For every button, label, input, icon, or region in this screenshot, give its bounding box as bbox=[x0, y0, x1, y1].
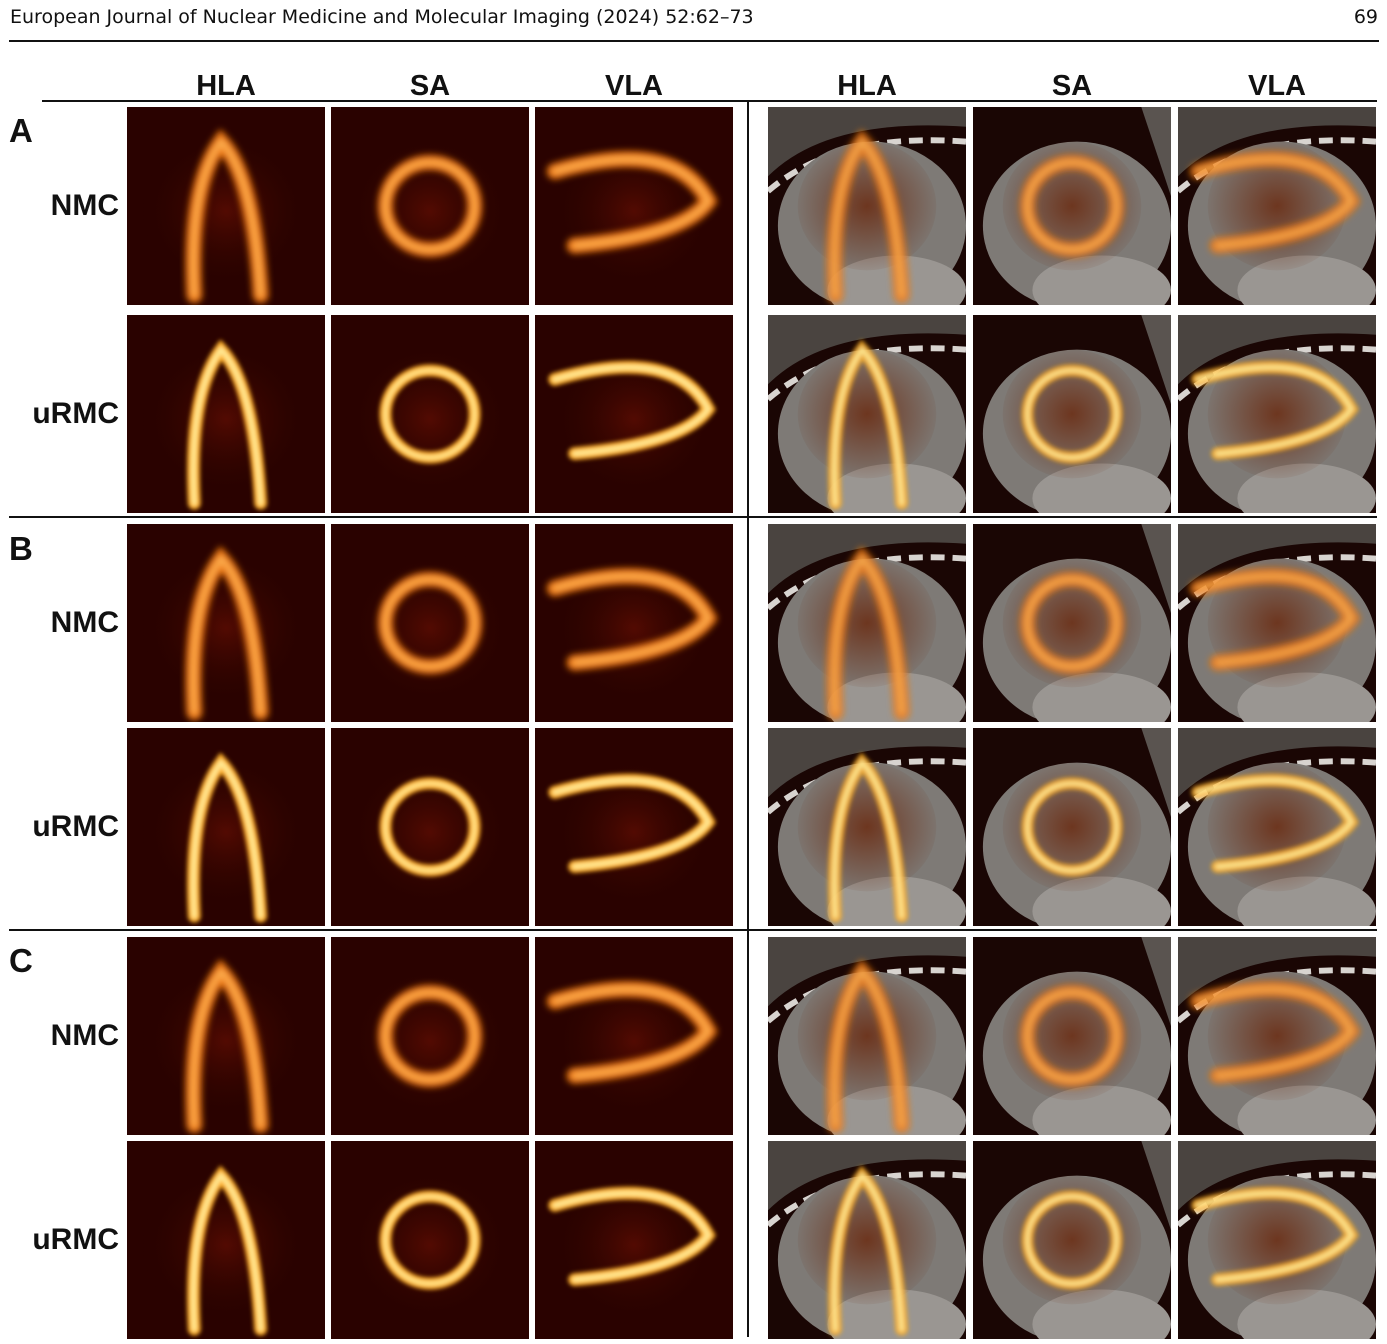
pet-image-sa bbox=[331, 107, 529, 305]
fused-ct-image-sa bbox=[973, 107, 1171, 305]
fused-ct-image-sa bbox=[973, 937, 1171, 1135]
fused-ct-image-sa bbox=[973, 1141, 1171, 1339]
pet-image-vla bbox=[535, 107, 733, 305]
pet-image-vla bbox=[535, 315, 733, 513]
pet-image-hla bbox=[127, 1141, 325, 1339]
pet-image-hla bbox=[127, 937, 325, 1135]
fused-ct-image-vla bbox=[1178, 107, 1376, 305]
fused-ct-image-hla bbox=[768, 728, 966, 926]
row-label-urmc: uRMC bbox=[32, 810, 119, 843]
center-divider bbox=[747, 101, 749, 1337]
group-label: A bbox=[9, 112, 33, 149]
column-label-sa-pet: SA bbox=[409, 70, 451, 102]
group-separator-rule bbox=[9, 516, 1377, 518]
pet-image-sa bbox=[331, 524, 529, 722]
column-label-vla-pet: VLA bbox=[605, 70, 663, 102]
row-label-nmc: NMC bbox=[50, 606, 119, 639]
fused-ct-image-vla bbox=[1178, 524, 1376, 722]
pet-image-sa bbox=[331, 728, 529, 926]
pet-image-hla bbox=[127, 728, 325, 926]
column-label-sa-fused: SA bbox=[1051, 70, 1093, 102]
page-number: 69 bbox=[1353, 6, 1378, 28]
group-separator-rule bbox=[9, 929, 1377, 931]
fused-ct-image-hla bbox=[768, 107, 966, 305]
pet-image-vla bbox=[535, 728, 733, 926]
pet-image-hla bbox=[127, 524, 325, 722]
fused-ct-image-sa bbox=[973, 728, 1171, 926]
fused-ct-image-vla bbox=[1178, 315, 1376, 513]
fused-ct-image-vla bbox=[1178, 728, 1376, 926]
column-label-vla-fused: VLA bbox=[1248, 70, 1306, 102]
column-header-rule bbox=[42, 100, 1377, 102]
fused-ct-image-vla bbox=[1178, 937, 1376, 1135]
pet-image-hla bbox=[127, 107, 325, 305]
column-label-hla-pet: HLA bbox=[196, 70, 256, 102]
fused-ct-image-hla bbox=[768, 1141, 966, 1339]
column-label-hla-fused: HLA bbox=[837, 70, 897, 102]
row-label-nmc: NMC bbox=[50, 1019, 119, 1052]
fused-ct-image-sa bbox=[973, 315, 1171, 513]
pet-image-sa bbox=[331, 315, 529, 513]
row-label-nmc: NMC bbox=[50, 189, 119, 222]
group-label: B bbox=[9, 530, 33, 567]
row-label-urmc: uRMC bbox=[32, 1223, 119, 1256]
pet-image-hla bbox=[127, 315, 325, 513]
header-rule bbox=[9, 40, 1379, 42]
pet-image-vla bbox=[535, 937, 733, 1135]
fused-ct-image-sa bbox=[973, 524, 1171, 722]
running-title: European Journal of Nuclear Medicine and… bbox=[10, 6, 754, 28]
pet-image-vla bbox=[535, 1141, 733, 1339]
fused-ct-image-hla bbox=[768, 524, 966, 722]
pet-image-vla bbox=[535, 524, 733, 722]
fused-ct-image-vla bbox=[1178, 1141, 1376, 1339]
row-label-urmc: uRMC bbox=[32, 397, 119, 430]
fused-ct-image-hla bbox=[768, 315, 966, 513]
fused-ct-image-hla bbox=[768, 937, 966, 1135]
pet-image-sa bbox=[331, 1141, 529, 1339]
pet-image-sa bbox=[331, 937, 529, 1135]
group-label: C bbox=[9, 942, 33, 979]
